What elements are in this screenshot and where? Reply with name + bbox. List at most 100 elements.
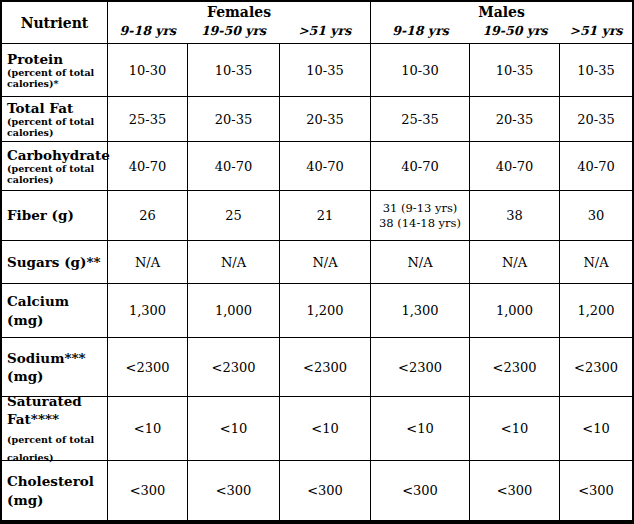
value-cell: N/A: [470, 241, 560, 283]
nutrient-label-cell: Saturated Fat**** (percent of total calo…: [2, 397, 108, 460]
males-age-9-18: 9-18 yrs: [371, 21, 470, 40]
value-cell: N/A: [371, 241, 470, 283]
table-row: Protein(percent of total calories)*10-30…: [2, 44, 632, 97]
females-group-label: Females: [108, 4, 370, 21]
nutrient-note: (percent of total calories)*: [7, 68, 104, 90]
value-cell: <300: [470, 461, 560, 520]
value-cell: N/A: [188, 241, 280, 283]
nutrient-label-cell: Carbohydrate(percent of total calories): [2, 142, 108, 190]
value-cell: <10: [188, 397, 280, 460]
value-cell: 25: [188, 191, 280, 240]
males-age-19-50: 19-50 yrs: [470, 21, 560, 40]
table-row: Sugars (g)**N/AN/AN/AN/AN/AN/A: [2, 241, 632, 284]
value-cell: 26: [108, 191, 188, 240]
value-cell: 40-70: [560, 142, 632, 190]
value-cell: 20-35: [188, 97, 280, 141]
nutrient-note: (percent of total calories): [7, 434, 94, 463]
value-cell: <2300: [188, 338, 280, 396]
value-cell: <2300: [371, 338, 470, 396]
nutrient-label-cell: Cholesterol (mg): [2, 461, 108, 520]
nutrient-label-cell: Sodium*** (mg): [2, 338, 108, 396]
nutrient-dri-table: Nutrient Females 9-18 yrs 19-50 yrs >51 …: [0, 0, 634, 524]
value-cell: 38: [470, 191, 560, 240]
nutrient-label-cell: Protein(percent of total calories)*: [2, 44, 108, 96]
value-cell: <10: [560, 397, 632, 460]
value-cell: 40-70: [188, 142, 280, 190]
value-cell: 10-35: [280, 44, 371, 96]
value-cell: <10: [280, 397, 371, 460]
value-cell: N/A: [108, 241, 188, 283]
value-cell: 25-35: [371, 97, 470, 141]
males-age-headers: 9-18 yrs 19-50 yrs >51 yrs: [371, 21, 632, 40]
table-row: Fiber (g) 26252131 (9-13 yrs) 38 (14-18 y…: [2, 191, 632, 241]
value-cell: 20-35: [280, 97, 371, 141]
value-cell: <300: [108, 461, 188, 520]
nutrient-note: (percent of total calories): [7, 164, 110, 186]
value-cell: 20-35: [560, 97, 632, 141]
value-cell: 10-35: [188, 44, 280, 96]
females-age-19-50: 19-50 yrs: [188, 21, 280, 40]
value-cell: 25-35: [108, 97, 188, 141]
females-group-header: Females 9-18 yrs 19-50 yrs >51 yrs: [108, 2, 371, 43]
value-cell: <300: [280, 461, 371, 520]
value-cell: 40-70: [280, 142, 371, 190]
value-cell: N/A: [280, 241, 371, 283]
females-age-51: >51 yrs: [279, 21, 370, 40]
males-group-label: Males: [371, 4, 632, 21]
value-cell: 40-70: [470, 142, 560, 190]
value-cell: <2300: [560, 338, 632, 396]
value-cell: <10: [108, 397, 188, 460]
value-cell: 40-70: [371, 142, 470, 190]
nutrient-name: Sodium*** (mg): [7, 350, 86, 384]
value-cell: 31 (9-13 yrs) 38 (14-18 yrs): [371, 191, 470, 240]
females-age-headers: 9-18 yrs 19-50 yrs >51 yrs: [108, 21, 370, 40]
table-body: Protein(percent of total calories)*10-30…: [2, 44, 632, 520]
value-cell: <300: [188, 461, 280, 520]
value-cell: <2300: [470, 338, 560, 396]
nutrient-name: Saturated Fat****: [7, 393, 82, 427]
table-row: Saturated Fat**** (percent of total calo…: [2, 397, 632, 461]
table-row: Carbohydrate(percent of total calories)4…: [2, 142, 632, 191]
females-age-9-18: 9-18 yrs: [108, 21, 188, 40]
nutrient-note: (percent of total calories): [7, 117, 104, 139]
males-age-51: >51 yrs: [560, 21, 632, 40]
table-row: Calcium (mg)1,3001,0001,2001,3001,0001,2…: [2, 284, 632, 338]
nutrient-name: Cholesterol (mg): [7, 473, 94, 507]
males-group-header: Males 9-18 yrs 19-50 yrs >51 yrs: [371, 2, 632, 43]
nutrient-name: Calcium (mg): [7, 293, 69, 327]
value-cell: 10-30: [108, 44, 188, 96]
nutrient-label-cell: Total Fat(percent of total calories): [2, 97, 108, 141]
nutrient-column-header: Nutrient: [2, 2, 108, 43]
value-cell: <10: [371, 397, 470, 460]
table-row: Cholesterol (mg)<300<300<300<300<300<300: [2, 461, 632, 520]
value-cell: <300: [560, 461, 632, 520]
nutrient-name: Fiber (g): [7, 207, 74, 223]
value-cell: 30: [560, 191, 632, 240]
value-cell: 1,000: [188, 284, 280, 337]
value-cell: <10: [470, 397, 560, 460]
nutrient-name: Sugars (g)**: [7, 254, 101, 270]
value-cell: 10-35: [560, 44, 632, 96]
nutrient-name: Carbohydrate: [7, 147, 110, 163]
table-header-row: Nutrient Females 9-18 yrs 19-50 yrs >51 …: [2, 2, 632, 44]
value-cell: 1,200: [560, 284, 632, 337]
value-cell: 1,000: [470, 284, 560, 337]
value-cell: 1,200: [280, 284, 371, 337]
value-cell: 10-30: [371, 44, 470, 96]
value-cell: <2300: [108, 338, 188, 396]
value-cell: 10-35: [470, 44, 560, 96]
nutrient-label-cell: Sugars (g)**: [2, 241, 108, 283]
nutrient-label-cell: Calcium (mg): [2, 284, 108, 337]
nutrient-name: Total Fat: [7, 100, 73, 116]
nutrient-name: Protein: [7, 51, 63, 67]
value-cell: 21: [280, 191, 371, 240]
value-cell: 1,300: [108, 284, 188, 337]
value-cell: <2300: [280, 338, 371, 396]
value-cell: <300: [371, 461, 470, 520]
nutrient-label-cell: Fiber (g): [2, 191, 108, 240]
value-cell: 40-70: [108, 142, 188, 190]
value-cell: 1,300: [371, 284, 470, 337]
table-row: Total Fat(percent of total calories)25-3…: [2, 97, 632, 142]
table-row: Sodium*** (mg)<2300<2300<2300<2300<2300<…: [2, 338, 632, 397]
value-cell: N/A: [560, 241, 632, 283]
